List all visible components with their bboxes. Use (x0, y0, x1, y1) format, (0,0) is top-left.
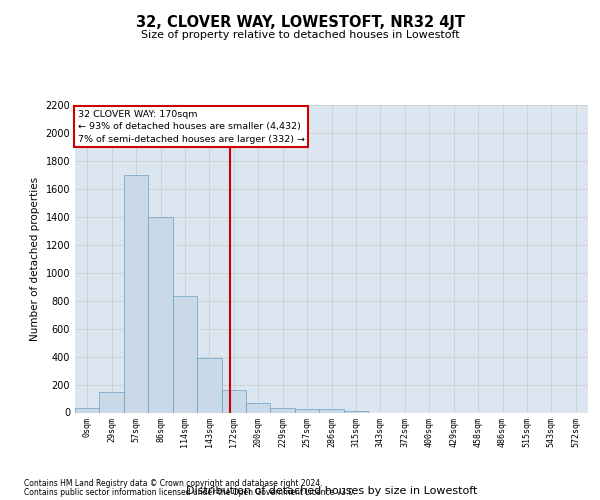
X-axis label: Distribution of detached houses by size in Lowestoft: Distribution of detached houses by size … (186, 486, 477, 496)
Text: 32, CLOVER WAY, LOWESTOFT, NR32 4JT: 32, CLOVER WAY, LOWESTOFT, NR32 4JT (136, 15, 464, 30)
Text: Contains public sector information licensed under the Open Government Licence v3: Contains public sector information licen… (24, 488, 356, 497)
Bar (173, 296, 197, 412)
Bar (197, 358, 221, 412)
Bar (295, 409, 319, 412)
Text: Size of property relative to detached houses in Lowestoft: Size of property relative to detached ho… (140, 30, 460, 40)
Bar (75, 408, 100, 412)
Y-axis label: Number of detached properties: Number of detached properties (30, 176, 40, 341)
Bar (271, 408, 295, 412)
Bar (319, 409, 344, 412)
Bar (100, 392, 124, 412)
Bar (124, 175, 148, 412)
Text: 32 CLOVER WAY: 170sqm
← 93% of detached houses are smaller (4,432)
7% of semi-de: 32 CLOVER WAY: 170sqm ← 93% of detached … (77, 110, 305, 144)
Bar (246, 404, 271, 412)
Text: Contains HM Land Registry data © Crown copyright and database right 2024.: Contains HM Land Registry data © Crown c… (24, 479, 323, 488)
Bar (148, 217, 173, 412)
Bar (221, 390, 246, 412)
Bar (344, 411, 368, 412)
